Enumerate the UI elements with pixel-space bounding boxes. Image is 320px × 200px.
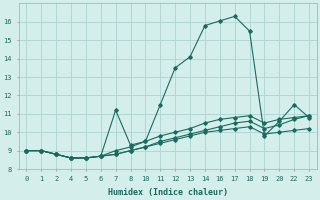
X-axis label: Humidex (Indice chaleur): Humidex (Indice chaleur) [108,188,228,197]
